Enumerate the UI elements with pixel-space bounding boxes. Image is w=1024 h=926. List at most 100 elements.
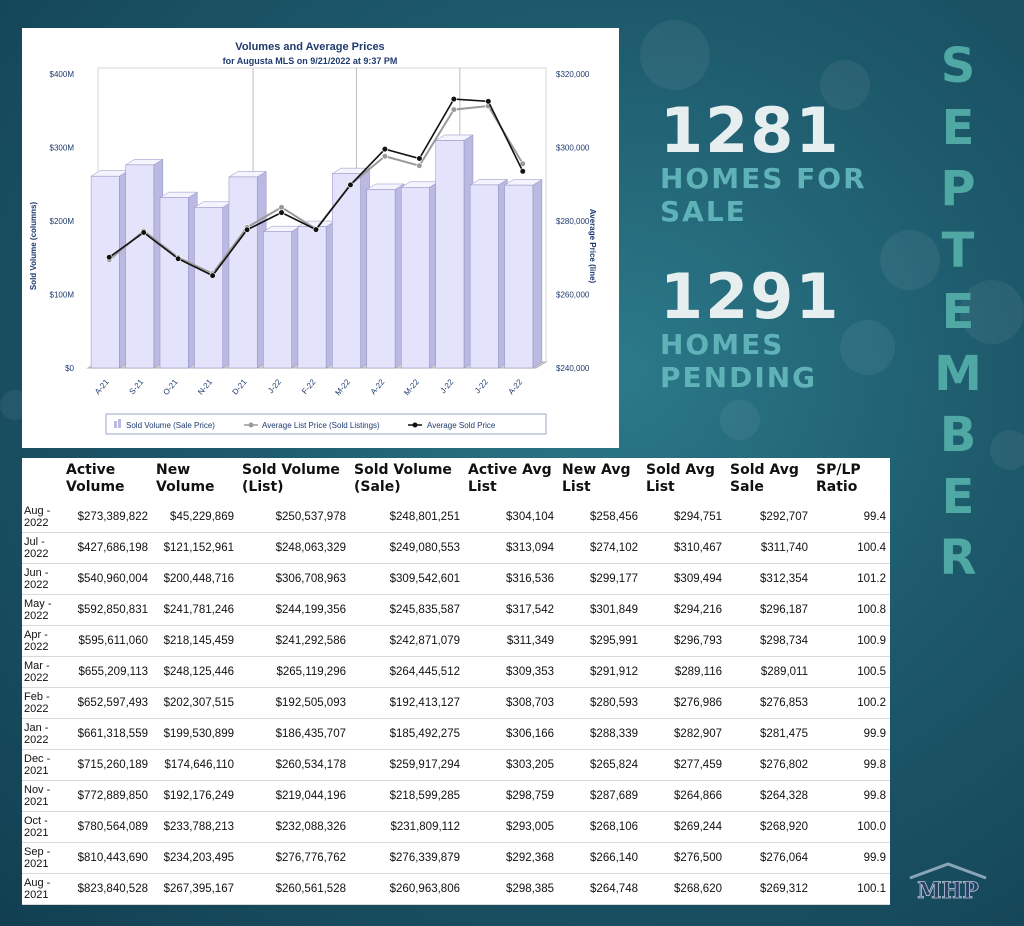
- table-column-header: New Avg List: [560, 458, 644, 502]
- table-cell-active-avg-list: $298,759: [466, 780, 560, 812]
- table-cell-new-avg-list: $288,339: [560, 718, 644, 750]
- table-cell-sold-volume-list: $186,435,707: [240, 718, 352, 750]
- table-cell-new-volume: $234,203,495: [154, 842, 240, 874]
- y-axis-left-tick-label: $400M: [50, 70, 75, 79]
- table-cell-new-avg-list: $265,824: [560, 749, 644, 781]
- bar-sold-volume: [469, 184, 499, 369]
- x-axis-tick-label: O-21: [161, 377, 180, 397]
- month-letter: R: [939, 530, 977, 586]
- average-list-price-point: [278, 204, 285, 211]
- bokeh-dot: [880, 230, 940, 290]
- table-cell-sp-lp-ratio: 100.4: [814, 532, 890, 564]
- y-axis-left-tick-label: $0: [65, 364, 74, 373]
- table-cell-active-avg-list: $292,368: [466, 842, 560, 874]
- table-cell-new-volume: $202,307,515: [154, 687, 240, 719]
- homes-pending-label-line2: PENDING: [660, 361, 818, 394]
- period-month: Aug -: [24, 877, 51, 889]
- x-axis-tick-label: D-21: [231, 377, 249, 396]
- table-cell-active-avg-list: $308,703: [466, 687, 560, 719]
- average-list-price-point: [381, 153, 389, 160]
- header-line: Volume: [156, 479, 215, 495]
- month-letter: M: [934, 345, 982, 402]
- homes-pending-count: 1291: [660, 260, 841, 333]
- table-cell-sold-volume-list: $241,292,586: [240, 625, 352, 657]
- table-cell-sold-volume-sale: $249,080,553: [352, 532, 466, 564]
- period-year: 2022: [24, 672, 49, 684]
- table-cell-active-avg-list: $304,104: [466, 502, 560, 533]
- y-axis-left-label: Sold Volume (columns): [29, 202, 38, 291]
- table-cell-sold-avg-sale: $276,802: [728, 749, 814, 781]
- average-sold-price-point: [140, 229, 147, 236]
- table-cell-sold-avg-list: $294,216: [644, 594, 728, 626]
- period-month: Jun -: [24, 567, 49, 579]
- average-sold-price-point: [243, 226, 251, 233]
- header-line: Sale: [730, 479, 764, 495]
- table-cell-sold-volume-sale: $242,871,079: [352, 625, 466, 657]
- y-axis-right-tick-label: $260,000: [556, 291, 590, 300]
- y-axis-right-tick-label: $280,000: [556, 217, 590, 226]
- table-cell-sold-avg-sale: $312,354: [728, 563, 814, 595]
- period-month: Dec -: [24, 753, 51, 765]
- table-cell-sold-volume-list: $250,537,978: [240, 502, 352, 533]
- header-line: New: [156, 462, 191, 478]
- table-cell-new-volume: $267,395,167: [154, 873, 240, 905]
- header-line: Sold Avg: [730, 462, 799, 478]
- table-cell-new-volume: $121,152,961: [154, 532, 240, 564]
- period-month: May -: [24, 598, 52, 610]
- month-letter: E: [941, 284, 975, 340]
- table-cell-new-volume: $241,781,246: [154, 594, 240, 626]
- average-list-price-point: [450, 106, 457, 113]
- table-cell-new-avg-list: $266,140: [560, 842, 644, 874]
- table-cell-sold-avg-list: $294,751: [644, 502, 728, 533]
- table-row: Aug -2021 $823,840,528 $267,395,167 $260,56…: [22, 873, 890, 905]
- header-line: Sold Volume: [242, 462, 340, 478]
- table-cell-sold-avg-list: $309,494: [644, 563, 728, 595]
- stats-block: 1281 HOMES FOR SALE 1291 HOMES PENDING: [660, 100, 900, 395]
- table-cell-sold-volume-list: $260,534,178: [240, 749, 352, 781]
- table-cell-period: Aug -2022: [22, 502, 64, 533]
- y-axis-left-tick-label: $200M: [50, 217, 75, 226]
- bar-sold-volume: [159, 197, 189, 369]
- bar-sold-volume: [90, 175, 120, 369]
- table-cell-sold-volume-sale: $245,835,587: [352, 594, 466, 626]
- table-header-row: Active Volume New Volume Sold Volume (List) So…: [22, 458, 890, 502]
- y-axis-left-tick-label: $100M: [50, 291, 75, 300]
- period-month: Apr -: [24, 629, 48, 641]
- x-axis-tick-label: J-22: [438, 377, 455, 395]
- chart-title: Volumes and Average Prices: [235, 41, 384, 53]
- table-cell-period: Feb -2022: [22, 687, 64, 719]
- bar-sold-volume: [297, 226, 327, 369]
- table-cell-sold-avg-sale: $276,064: [728, 842, 814, 874]
- table-cell-period: Mar -2022: [22, 656, 64, 688]
- table-cell-sold-avg-list: $276,500: [644, 842, 728, 874]
- table-cell-sold-avg-list: $277,459: [644, 749, 728, 781]
- table-cell-sold-volume-sale: $260,963,806: [352, 873, 466, 905]
- table-cell-active-volume: $715,260,189: [64, 749, 154, 781]
- period-year: 2021: [24, 889, 49, 901]
- table-cell-active-avg-list: $311,349: [466, 625, 560, 657]
- x-axis-tick-label: A-22: [369, 377, 387, 396]
- table-cell-sp-lp-ratio: 99.9: [814, 842, 890, 874]
- legend-label-average-list-price: Average List Price (Sold Listings): [262, 421, 380, 430]
- table-cell-new-avg-list: $274,102: [560, 532, 644, 564]
- volume-price-chart: Volumes and Average Prices for Augusta M…: [29, 41, 597, 435]
- table-cell-new-volume: $45,229,869: [154, 502, 240, 533]
- table-cell-sold-avg-sale: $311,740: [728, 532, 814, 564]
- table-row: Nov -2021 $772,889,850 $192,176,249 $219,04…: [22, 780, 890, 812]
- average-sold-price-point: [347, 181, 354, 188]
- table-row: May -2022 $592,850,831 $241,781,246 $244,19…: [22, 594, 890, 626]
- table-cell-active-avg-list: $309,353: [466, 656, 560, 688]
- table-cell-period: Apr -2022: [22, 625, 64, 657]
- header-line: Active: [66, 462, 116, 478]
- table-cell-active-volume: $540,960,004: [64, 563, 154, 595]
- header-line: Volume: [66, 479, 125, 495]
- header-line: Active Avg: [468, 462, 552, 478]
- legend-label-sold-volume: Sold Volume (Sale Price): [126, 421, 215, 430]
- bokeh-dot: [960, 280, 1024, 344]
- table-cell-sold-avg-sale: $268,920: [728, 811, 814, 843]
- bar-sold-volume: [263, 231, 292, 369]
- average-sold-price-point: [106, 254, 113, 261]
- table-cell-sold-volume-list: $265,119,296: [240, 656, 352, 688]
- average-sold-price-point: [312, 226, 320, 233]
- average-list-price-point: [519, 160, 526, 167]
